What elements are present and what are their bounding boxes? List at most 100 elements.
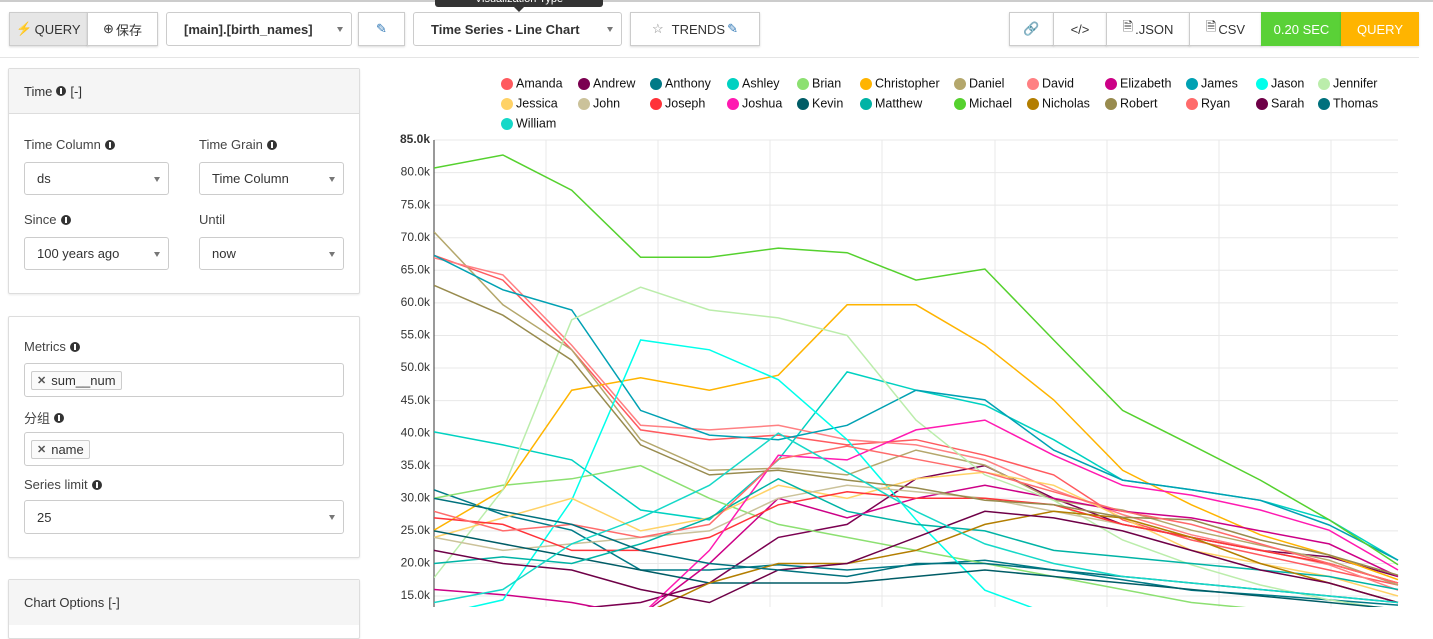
series-line [434,477,1399,591]
trends-text: TRENDS [671,21,726,37]
series-line [434,304,1399,581]
edit-datasource-button[interactable]: ✎ [358,12,405,46]
legend-item[interactable]: Joshua [727,96,783,110]
field-label: Time Column [24,137,115,152]
time-panel: Time [-] Time Column ds Time Grain Time C… [8,68,360,294]
legend-item[interactable]: Robert [1105,96,1159,110]
legend-swatch [501,98,513,110]
legend-item[interactable]: Christopher [860,76,940,90]
embed-button[interactable]: </> [1053,12,1107,46]
legend-item[interactable]: Andrew [578,76,637,90]
viz-type-text: Time Series - Line Chart [431,21,580,37]
legend-item[interactable]: Thomas [1318,96,1379,110]
legend-swatch [578,78,590,90]
legend-label: Matthew [875,96,923,110]
y-tick-label: 25.0k [401,523,431,537]
legend-item[interactable]: James [1186,76,1238,90]
legend-swatch [650,98,662,110]
series-line [434,231,1399,586]
query-button[interactable]: ⚡ QUERY [9,12,88,46]
since-select[interactable]: 100 years ago [24,237,169,270]
save-button[interactable]: ⊕ 保存 [87,12,158,46]
legend-label: James [1201,76,1238,90]
viz-type-select[interactable]: Time Series - Line Chart [413,12,622,46]
series-line [434,432,1399,604]
legend-item[interactable]: David [1027,76,1075,90]
legend-label: Michael [969,96,1012,110]
legend-label: Sarah [1271,96,1304,110]
legend-item[interactable]: Nicholas [1027,96,1090,110]
series-line [434,464,1247,607]
series-line [434,445,1399,584]
series-line [434,284,1399,576]
trends-button[interactable]: ☆ TRENDS ✎ [630,12,760,46]
tag[interactable]: ✕ sum__num [31,370,122,390]
time-grain-select[interactable]: Time Column [199,162,344,195]
legend-swatch [1318,78,1330,90]
tag[interactable]: ✕ name [31,439,90,459]
legend-label: Daniel [969,76,1004,90]
legend-swatch [578,98,590,110]
legend-item[interactable]: Kevin [797,96,844,110]
legend-item[interactable]: Michael [954,96,1013,110]
y-tick-label: 40.0k [401,425,431,439]
collapse-toggle[interactable]: [-] [70,83,82,99]
legend-item[interactable]: William [501,116,557,130]
legend-item[interactable]: Ryan [1186,96,1231,110]
series-line [585,464,1399,607]
time-column-select[interactable]: ds [24,162,169,195]
legend-item[interactable]: Amanda [501,76,563,90]
legend-label: Nicholas [1042,96,1090,110]
json-text: .JSON [1135,21,1174,37]
legend-item[interactable]: Brian [797,76,842,90]
legend-swatch [650,78,662,90]
series-limit-select[interactable]: 25 [24,500,344,534]
series-line [656,510,1399,607]
legend-swatch [797,78,809,90]
legend-item[interactable]: Elizabeth [1105,76,1172,90]
legend-item[interactable]: Anthony [650,76,712,90]
until-select[interactable]: now [199,237,344,270]
metrics-select[interactable]: ✕ sum__num [24,363,344,397]
field-label: Metrics [24,339,80,354]
y-tick-label: 55.0k [401,328,431,342]
legend-item[interactable]: Joseph [650,96,706,110]
legend-label: Joseph [665,96,705,110]
legend-item[interactable]: Jennifer [1318,76,1378,90]
legend-swatch [727,98,739,110]
legend-item[interactable]: Daniel [954,76,1005,90]
legend-swatch [1318,98,1330,110]
series-line [468,339,1033,607]
legend-item[interactable]: John [578,96,621,110]
y-tick-label: 65.0k [401,262,431,276]
legend-label: William [516,116,556,130]
collapse-toggle[interactable]: [-] [108,595,120,610]
series-line [434,254,1399,586]
legend-label: Elizabeth [1120,76,1171,90]
legend-item[interactable]: Matthew [860,96,924,110]
y-tick-label: 30.0k [401,490,431,504]
series-line [434,154,1399,566]
series-line [434,491,1399,584]
series-line [434,254,1399,561]
link-button[interactable]: 🔗 [1009,12,1054,46]
tooltip-arrow [514,7,524,12]
y-tick-label: 75.0k [401,197,431,211]
legend-item[interactable]: Sarah [1256,96,1305,110]
legend-item[interactable]: Ashley [727,76,781,90]
top-border [0,0,1433,2]
groupby-select[interactable]: ✕ name [24,432,344,466]
legend-swatch [1256,78,1268,90]
legend-item[interactable]: Jason [1256,76,1305,90]
datasource-select[interactable]: [main].[birth_names] [166,12,352,46]
legend-label: Ashley [742,76,780,90]
legend-swatch [1027,78,1039,90]
series-line [434,286,1381,607]
json-button[interactable]: 🗎 .JSON [1106,12,1190,46]
chart: 15.0k 20.0k 25.0k 30.0k 35.0k 40.0k 45.0k 50.0k… [400,76,1399,607]
time-panel-header[interactable]: Time [-] [9,69,359,114]
legend-item[interactable]: Jessica [501,96,558,110]
csv-button[interactable]: 🗎 CSV [1189,12,1262,46]
legend-label: Jessica [516,96,558,110]
